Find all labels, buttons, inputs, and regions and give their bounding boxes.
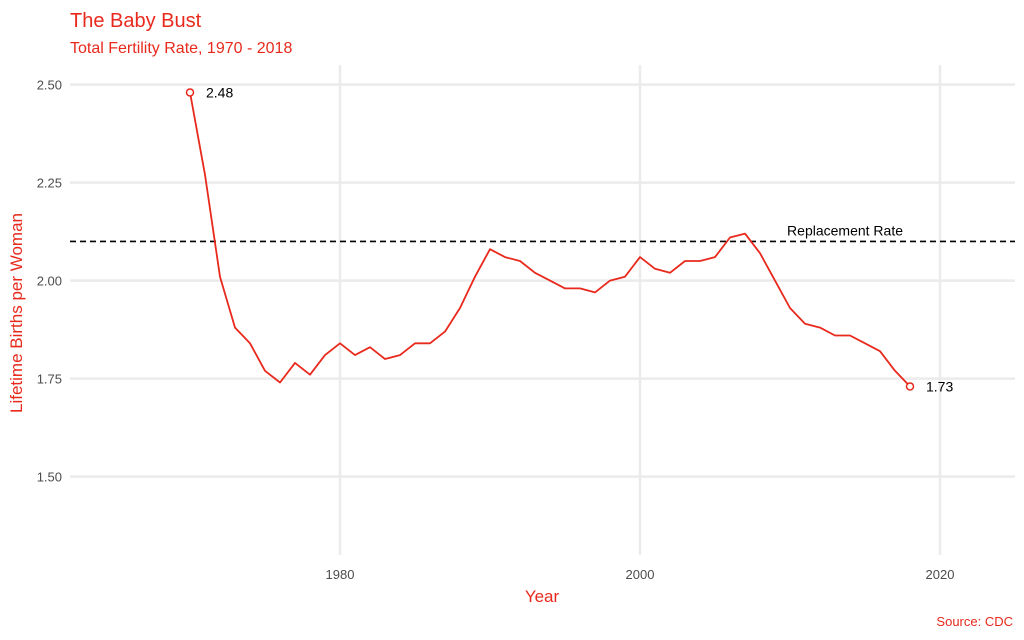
replacement-rate-label: Replacement Rate — [787, 222, 903, 238]
x-axis-title: Year — [525, 587, 560, 606]
y-axis-title: Lifetime Births per Woman — [7, 213, 26, 413]
x-tick-label: 2020 — [926, 567, 955, 582]
y-tick-label: 1.50 — [37, 470, 62, 485]
y-tick-label: 1.75 — [37, 372, 62, 387]
end-value-label: 1.73 — [926, 378, 953, 394]
start-point-marker — [185, 88, 195, 97]
chart-subtitle: Total Fertility Rate, 1970 - 2018 — [70, 40, 292, 57]
y-tick-label: 2.00 — [37, 274, 62, 289]
replacement-rate-reference: Replacement Rate — [70, 222, 1015, 243]
fertility-rate-line — [189, 92, 911, 388]
end-point-marker — [905, 382, 915, 391]
grid: 1.50 1.75 2.00 2.25 2.50 1980 2000 2020 — [37, 65, 1015, 582]
x-tick-label: 2000 — [626, 567, 655, 582]
label-layer: 2.48 1.73 — [206, 84, 953, 394]
start-value-label: 2.48 — [206, 84, 233, 100]
series-layer — [185, 88, 915, 391]
y-tick-label: 2.25 — [37, 176, 62, 191]
x-tick-label: 1980 — [326, 567, 355, 582]
chart-title: The Baby Bust — [70, 10, 202, 32]
y-tick-label: 2.50 — [37, 78, 62, 93]
source-caption: Source: CDC — [936, 614, 1013, 629]
